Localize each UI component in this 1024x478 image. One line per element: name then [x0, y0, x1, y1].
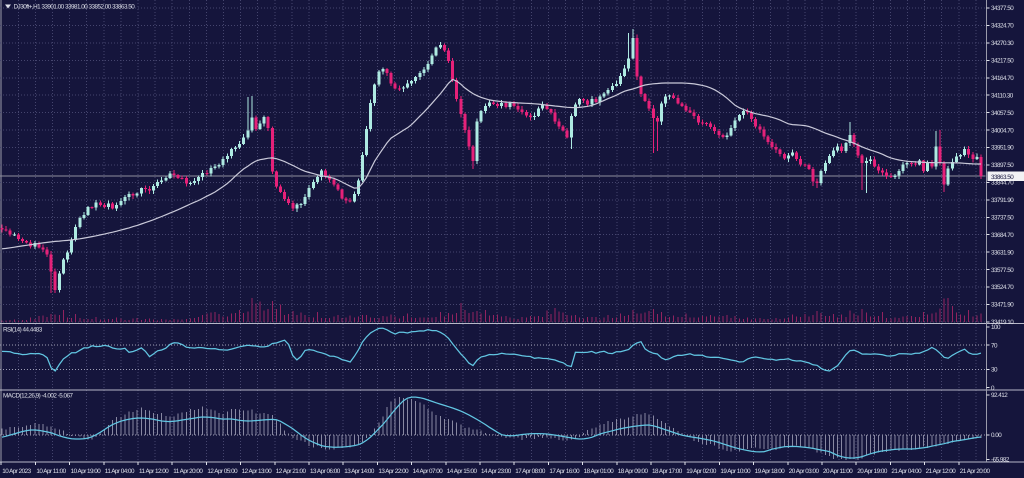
- svg-text:34217.50: 34217.50: [991, 58, 1014, 65]
- svg-text:-65.982: -65.982: [991, 457, 1010, 464]
- svg-text:14 Apr 23:00: 14 Apr 23:00: [481, 468, 512, 475]
- svg-text:19 Apr 18:00: 19 Apr 18:00: [755, 468, 786, 475]
- svg-text:MACD(12,26,9) -4.002 -5.067: MACD(12,26,9) -4.002 -5.067: [3, 393, 73, 400]
- svg-text:34057.50: 34057.50: [991, 110, 1014, 117]
- svg-text:33863.50: 33863.50: [991, 174, 1014, 181]
- svg-text:13 Apr 14:00: 13 Apr 14:00: [344, 468, 375, 475]
- svg-text:18 Apr 17:00: 18 Apr 17:00: [652, 468, 683, 475]
- svg-text:33631.90: 33631.90: [991, 249, 1014, 256]
- svg-text:34004.70: 34004.70: [991, 127, 1014, 134]
- svg-text:11 Apr 04:00: 11 Apr 04:00: [105, 468, 135, 475]
- svg-text:34110.30: 34110.30: [991, 92, 1014, 99]
- svg-text:21 Apr 12:00: 21 Apr 12:00: [926, 468, 957, 475]
- svg-text:34164.70: 34164.70: [991, 75, 1014, 82]
- svg-text:11 Apr 20:00: 11 Apr 20:00: [173, 468, 203, 475]
- svg-text:0: 0: [991, 385, 995, 392]
- svg-text:34324.70: 34324.70: [991, 23, 1014, 30]
- svg-text:33684.70: 33684.70: [991, 232, 1014, 239]
- svg-text:10 Apr 11:00: 10 Apr 11:00: [36, 468, 66, 475]
- svg-text:RSI(14) 44.4483: RSI(14) 44.4483: [3, 327, 43, 334]
- svg-text:33737.50: 33737.50: [991, 215, 1014, 222]
- svg-text:34270.30: 34270.30: [991, 40, 1014, 47]
- svg-text:12 Apr 13:00: 12 Apr 13:00: [242, 468, 273, 475]
- svg-text:33897.50: 33897.50: [991, 162, 1014, 169]
- svg-text:33791.90: 33791.90: [991, 197, 1014, 204]
- svg-text:21 Apr 20:00: 21 Apr 20:00: [960, 468, 991, 475]
- svg-text:17 Apr 16:00: 17 Apr 16:00: [549, 468, 580, 475]
- svg-text:33471.90: 33471.90: [991, 302, 1014, 309]
- svg-text:20 Apr 11:00: 20 Apr 11:00: [823, 468, 853, 475]
- svg-text:18 Apr 09:00: 18 Apr 09:00: [618, 468, 649, 475]
- svg-text:11 Apr 12:00: 11 Apr 12:00: [139, 468, 169, 475]
- svg-text:12 Apr 21:00: 12 Apr 21:00: [276, 468, 307, 475]
- svg-text:20 Apr 19:00: 20 Apr 19:00: [857, 468, 888, 475]
- svg-text:10 Apr 2023: 10 Apr 2023: [2, 468, 31, 475]
- svg-text:14 Apr 07:00: 14 Apr 07:00: [413, 468, 444, 475]
- svg-text:70: 70: [991, 342, 998, 349]
- svg-text:33419.10: 33419.10: [991, 319, 1014, 326]
- svg-text:19 Apr 10:00: 19 Apr 10:00: [720, 468, 751, 475]
- svg-text:92.412: 92.412: [991, 392, 1008, 399]
- svg-text:18 Apr 01:00: 18 Apr 01:00: [584, 468, 615, 475]
- svg-text:30: 30: [991, 367, 998, 374]
- svg-text:33577.50: 33577.50: [991, 267, 1014, 274]
- svg-text:12 Apr 05:00: 12 Apr 05:00: [207, 468, 238, 475]
- svg-text:13 Apr 22:00: 13 Apr 22:00: [378, 468, 409, 475]
- svg-text:21 Apr 04:00: 21 Apr 04:00: [891, 468, 922, 475]
- svg-text:19 Apr 02:00: 19 Apr 02:00: [686, 468, 717, 475]
- svg-text:13 Apr 06:00: 13 Apr 06:00: [310, 468, 341, 475]
- svg-text:34377.50: 34377.50: [991, 5, 1014, 12]
- svg-text:10 Apr 19:00: 10 Apr 19:00: [71, 468, 102, 475]
- svg-text:20 Apr 03:00: 20 Apr 03:00: [789, 468, 820, 475]
- svg-text:33951.90: 33951.90: [991, 145, 1014, 152]
- svg-text:0.00: 0.00: [991, 432, 1002, 439]
- svg-text:DJ30ft+,H1 33901.00 33981.00: DJ30ft+,H1 33901.00 33981.00 33852.00 33…: [14, 4, 136, 11]
- svg-text:33524.70: 33524.70: [991, 284, 1014, 291]
- svg-text:33844.70: 33844.70: [991, 180, 1014, 187]
- svg-text:17 Apr 08:00: 17 Apr 08:00: [515, 468, 546, 475]
- svg-text:100: 100: [991, 324, 1001, 331]
- svg-text:14 Apr 15:00: 14 Apr 15:00: [447, 468, 478, 475]
